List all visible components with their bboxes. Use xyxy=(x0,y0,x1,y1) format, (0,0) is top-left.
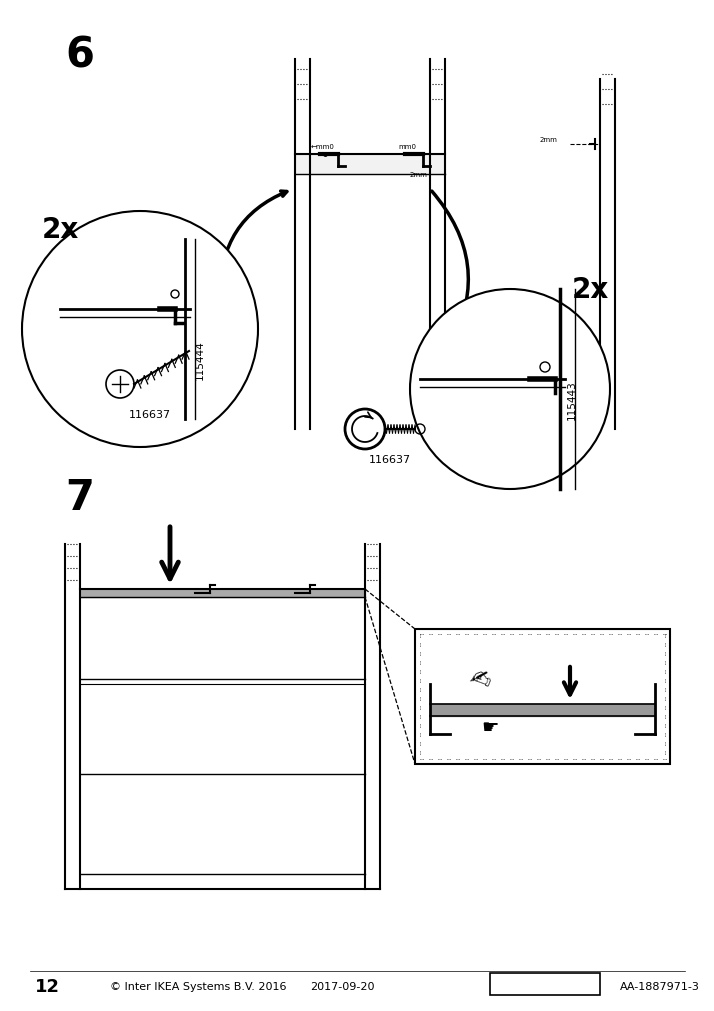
Text: 2017-09-20: 2017-09-20 xyxy=(310,981,375,991)
Text: 115443: 115443 xyxy=(567,380,577,420)
Text: 2mm: 2mm xyxy=(540,136,558,143)
Text: ←mm0: ←mm0 xyxy=(311,144,335,150)
Text: 6: 6 xyxy=(66,34,94,76)
Text: 116637: 116637 xyxy=(129,409,171,420)
Text: 12: 12 xyxy=(35,977,60,995)
Text: ✍: ✍ xyxy=(466,664,494,695)
Text: 2x: 2x xyxy=(571,276,608,303)
Text: 2mm: 2mm xyxy=(410,172,428,178)
Circle shape xyxy=(410,290,610,489)
Text: mm0: mm0 xyxy=(398,144,416,150)
Text: 116637: 116637 xyxy=(369,455,411,464)
Circle shape xyxy=(22,211,258,448)
Text: ☛: ☛ xyxy=(481,717,499,736)
Text: 2x: 2x xyxy=(41,215,79,244)
Text: © Inter IKEA Systems B.V. 2016: © Inter IKEA Systems B.V. 2016 xyxy=(110,981,286,991)
Text: 7: 7 xyxy=(66,476,94,519)
Text: AA-1887971-3: AA-1887971-3 xyxy=(620,981,700,991)
Text: 115444: 115444 xyxy=(195,340,205,379)
